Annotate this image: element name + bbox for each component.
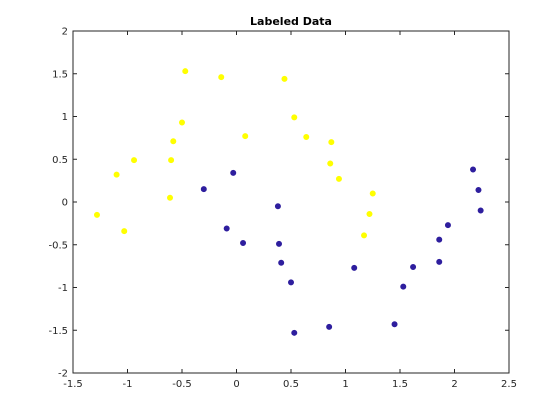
x-tick-label: 0: [233, 379, 239, 390]
data-point: [287, 279, 294, 286]
data-point: [335, 175, 342, 182]
data-point: [400, 283, 407, 290]
data-point: [391, 321, 398, 328]
x-tick-label: 2.5: [501, 379, 517, 390]
data-point: [278, 259, 285, 266]
data-point: [291, 114, 298, 121]
data-point: [178, 119, 185, 126]
series-1: [93, 68, 376, 239]
data-point: [168, 157, 175, 164]
data-point: [113, 171, 120, 178]
data-point: [242, 133, 249, 140]
data-point: [477, 207, 484, 214]
data-point: [470, 166, 477, 173]
data-point: [93, 211, 100, 218]
data-point: [281, 75, 288, 82]
data-point: [218, 74, 225, 81]
y-tick-label: 0: [62, 198, 68, 209]
data-point: [444, 222, 451, 229]
data-point: [436, 236, 443, 243]
x-tick-label: 0.5: [283, 379, 299, 390]
x-tick-label: 1.5: [392, 379, 408, 390]
data-point: [327, 160, 334, 167]
data-point: [410, 263, 417, 270]
data-point: [121, 228, 128, 235]
data-point: [303, 134, 310, 141]
data-point: [167, 194, 174, 201]
x-tick-label: -0.5: [172, 379, 192, 390]
data-points: [93, 68, 484, 336]
plot-area: [73, 31, 509, 373]
data-point: [291, 329, 298, 336]
x-tick-label: -1.5: [63, 379, 83, 390]
y-tick-label: -2: [58, 369, 68, 380]
y-tick-label: 1.5: [52, 69, 68, 80]
x-tick-label: -1: [123, 379, 133, 390]
data-point: [240, 240, 247, 247]
data-point: [170, 138, 177, 145]
data-point: [361, 232, 368, 239]
data-point: [182, 68, 189, 75]
data-point: [351, 264, 358, 271]
data-point: [328, 139, 335, 146]
axes: -1.5 -1 -0.5 0 0.5 1 1.5 2 2.5-2-1.5-1-0.500.511…: [48, 27, 516, 391]
x-tick-label: 2: [451, 379, 457, 390]
data-point: [200, 186, 207, 193]
data-point: [274, 203, 281, 210]
data-point: [230, 169, 237, 176]
y-tick-label: 1: [62, 112, 68, 123]
data-point: [131, 157, 138, 164]
data-point: [276, 240, 283, 247]
y-tick-label: 2: [62, 27, 68, 38]
data-point: [366, 210, 373, 217]
y-tick-label: -1: [58, 283, 68, 294]
y-tick-label: 0.5: [52, 155, 68, 166]
data-point: [475, 187, 482, 194]
x-tick-label: 1: [342, 379, 348, 390]
y-tick-label: -0.5: [48, 240, 68, 251]
data-point: [223, 225, 230, 232]
y-tick-label: -1.5: [48, 326, 68, 337]
data-point: [369, 190, 376, 197]
data-point: [436, 258, 443, 265]
chart-title: Labeled Data: [250, 15, 332, 28]
series-2: [200, 166, 484, 336]
data-point: [326, 323, 333, 330]
